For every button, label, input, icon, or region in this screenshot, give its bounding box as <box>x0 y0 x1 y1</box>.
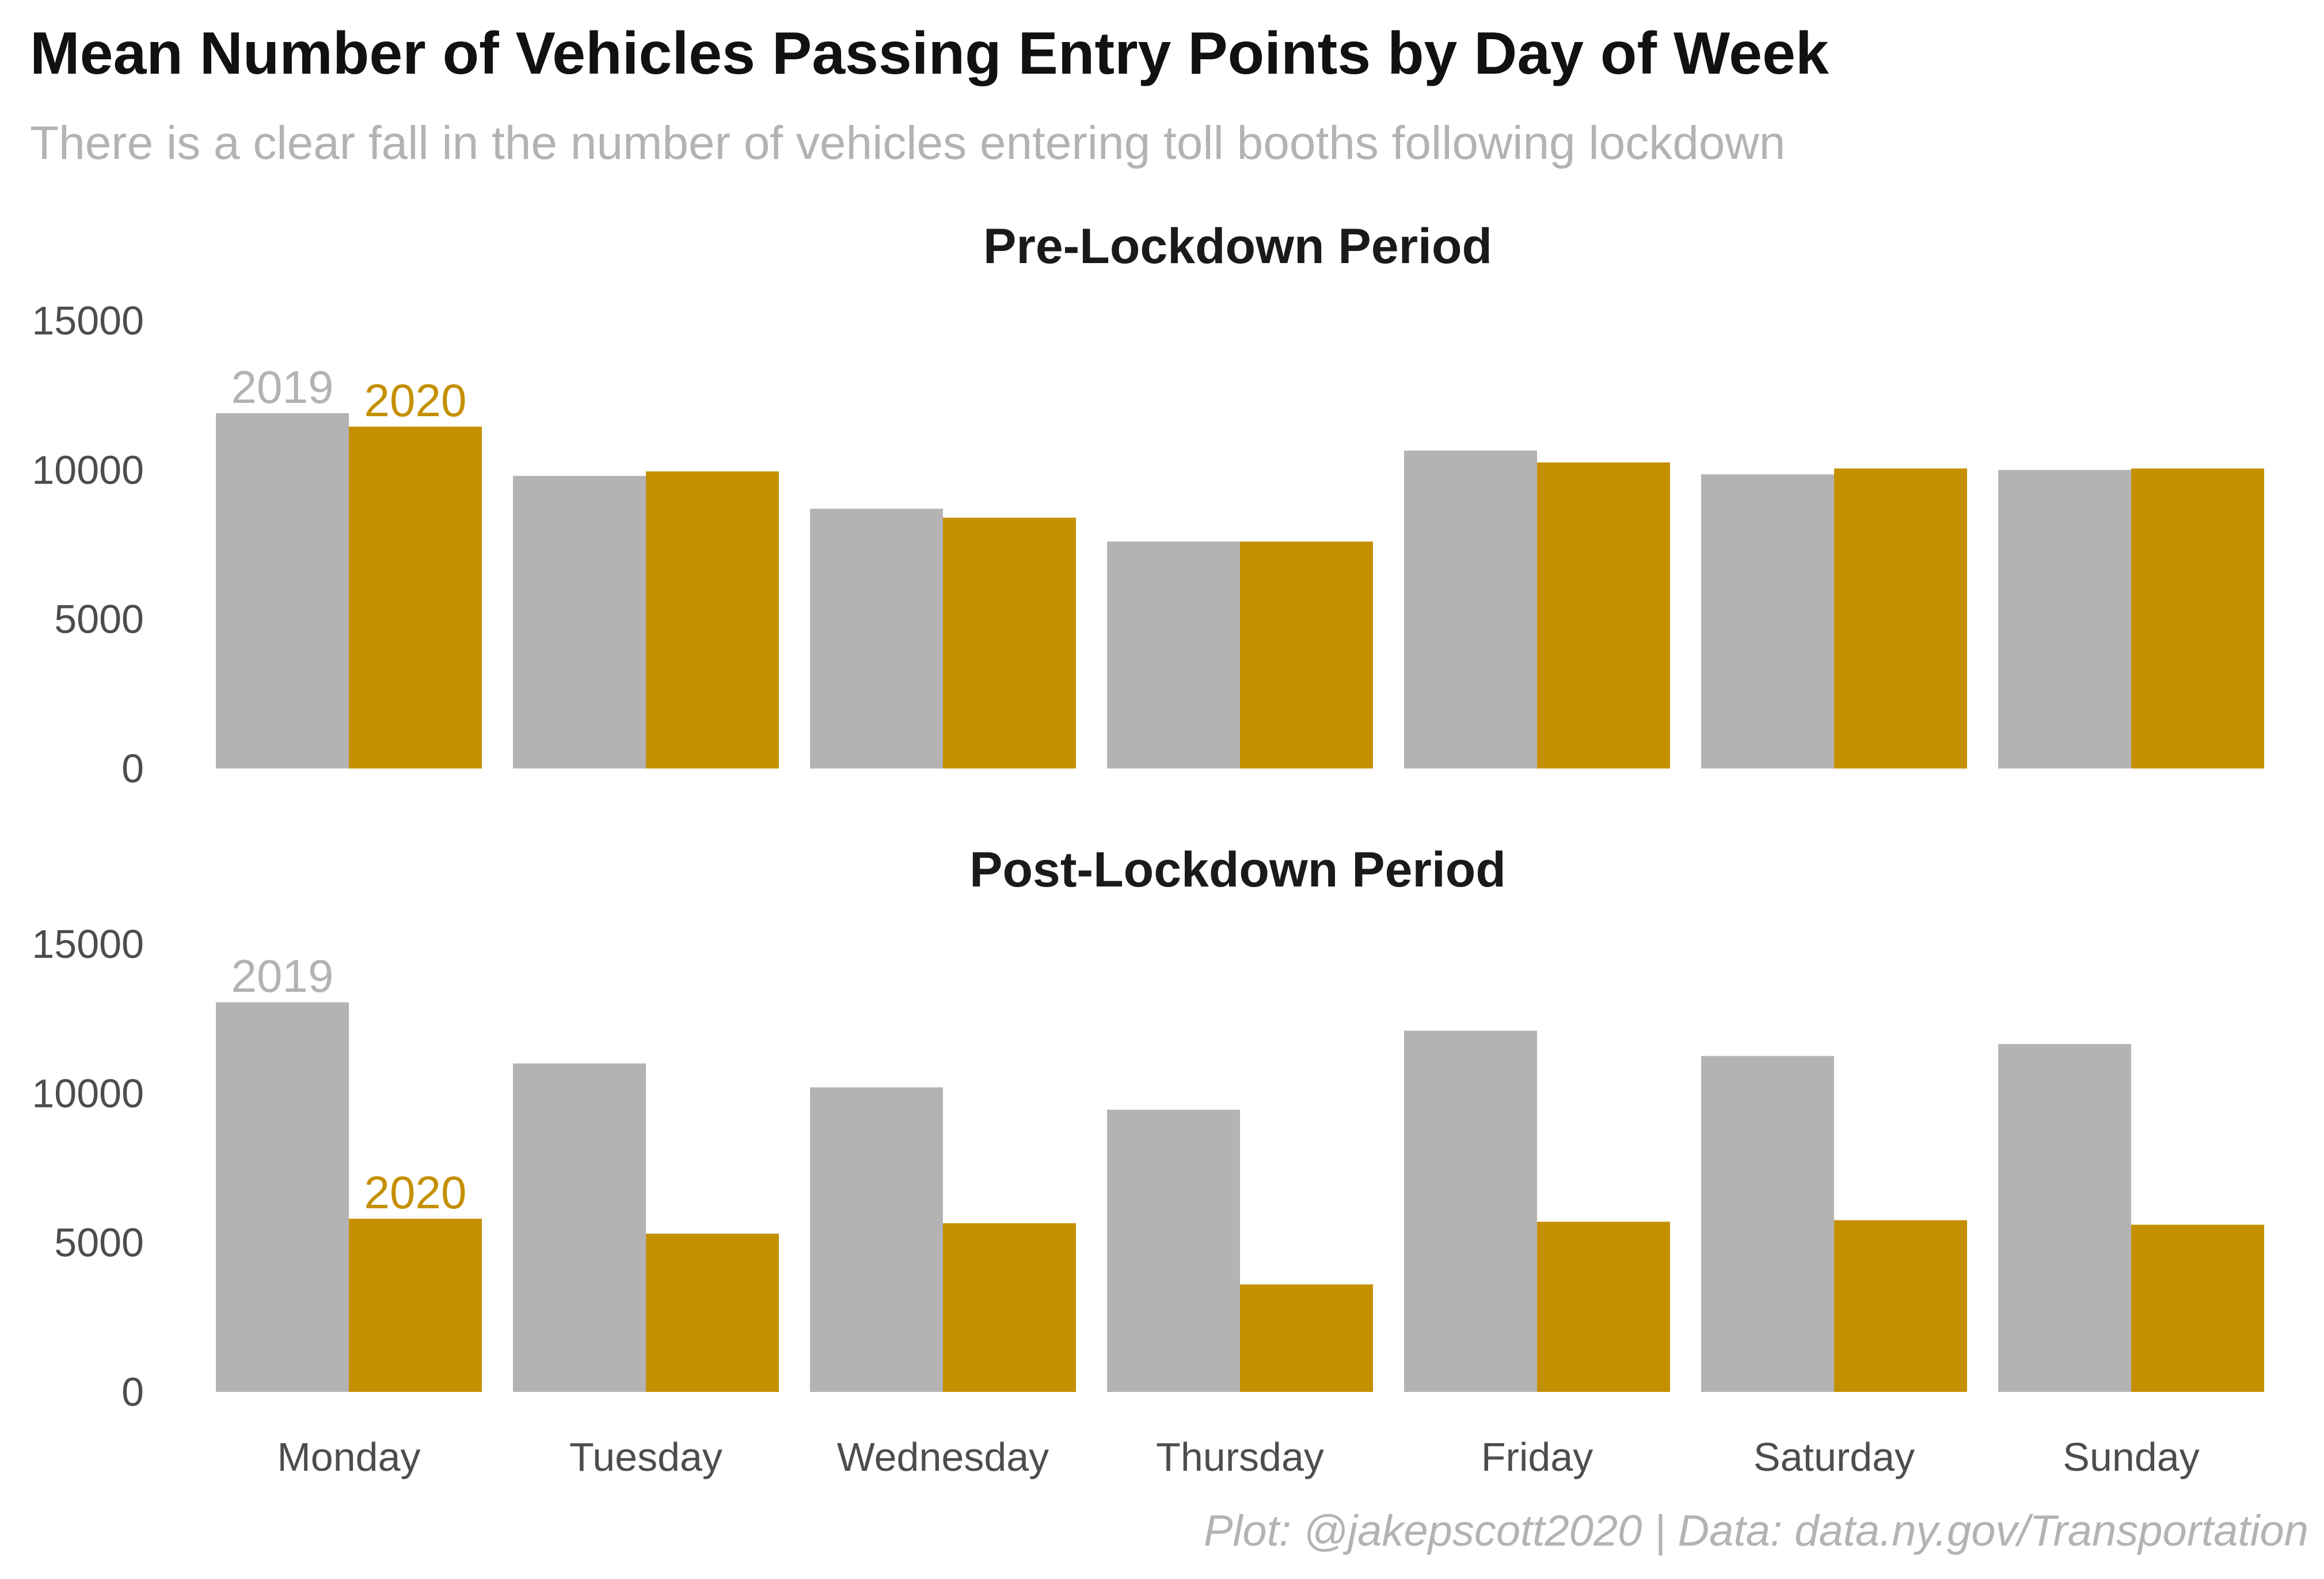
bar-saturday-2020 <box>1834 468 1967 768</box>
bar-saturday-2019 <box>1701 474 1834 768</box>
bar-thursday-2020 <box>1240 541 1373 768</box>
bar-tuesday-2019 <box>513 1063 646 1392</box>
bar-tuesday-2020 <box>646 471 779 768</box>
chart-subtitle: There is a clear fall in the number of v… <box>30 117 1785 169</box>
series-label-2019: 2019 <box>231 950 334 1002</box>
y-tick-label: 0 <box>121 746 144 791</box>
y-tick-label: 5000 <box>54 597 144 642</box>
bar-tuesday-2019 <box>513 475 646 768</box>
chart-title: Mean Number of Vehicles Passing Entry Po… <box>30 20 1829 87</box>
x-tick-label: Monday <box>277 1435 420 1479</box>
bar-wednesday-2020 <box>943 518 1076 768</box>
x-tick-label: Saturday <box>1754 1435 1915 1479</box>
x-tick-label: Wednesday <box>837 1435 1049 1479</box>
y-tick-label: 15000 <box>32 922 144 967</box>
y-tick-label: 10000 <box>32 1071 144 1116</box>
panel-title-post: Post-Lockdown Period <box>969 842 1506 897</box>
bar-friday-2020 <box>1537 462 1670 768</box>
y-tick-label: 15000 <box>32 298 144 343</box>
bar-monday-2020 <box>349 1219 482 1392</box>
bar-sunday-2020 <box>2131 1224 2264 1392</box>
bar-sunday-2019 <box>1998 470 2131 768</box>
bar-saturday-2019 <box>1701 1056 1834 1392</box>
bar-thursday-2019 <box>1107 1109 1240 1392</box>
panel-title-pre: Pre-Lockdown Period <box>983 219 1492 274</box>
bar-wednesday-2020 <box>943 1223 1076 1392</box>
bar-saturday-2020 <box>1834 1220 1967 1392</box>
x-tick-label: Thursday <box>1156 1435 1324 1479</box>
y-tick-label: 5000 <box>54 1220 144 1265</box>
y-tick-label: 10000 <box>32 447 144 492</box>
bar-monday-2020 <box>349 427 482 768</box>
bar-friday-2019 <box>1404 1030 1537 1392</box>
bar-tuesday-2020 <box>646 1234 779 1392</box>
series-label-2020: 2020 <box>364 375 467 426</box>
series-label-2020: 2020 <box>364 1167 467 1218</box>
x-tick-label: Friday <box>1481 1435 1593 1479</box>
bar-monday-2019 <box>216 1002 349 1392</box>
bar-monday-2019 <box>216 413 349 768</box>
bar-thursday-2019 <box>1107 541 1240 768</box>
bar-thursday-2020 <box>1240 1284 1373 1392</box>
bar-friday-2019 <box>1404 450 1537 768</box>
bar-friday-2020 <box>1537 1222 1670 1392</box>
x-tick-label: Sunday <box>2063 1435 2199 1479</box>
chart-caption: Plot: @jakepscott2020 | Data: data.ny.go… <box>1204 1506 2308 1555</box>
y-tick-label: 0 <box>121 1369 144 1414</box>
x-tick-label: Tuesday <box>569 1435 722 1479</box>
bar-wednesday-2019 <box>810 508 943 768</box>
bar-sunday-2020 <box>2131 468 2264 768</box>
plot-area: 0 5000 10000 15000 2019 2020 0 5000 10000 15000 20… <box>32 298 2264 1479</box>
series-label-2019: 2019 <box>231 362 334 413</box>
bar-sunday-2019 <box>1998 1044 2131 1392</box>
bar-wednesday-2019 <box>810 1087 943 1392</box>
